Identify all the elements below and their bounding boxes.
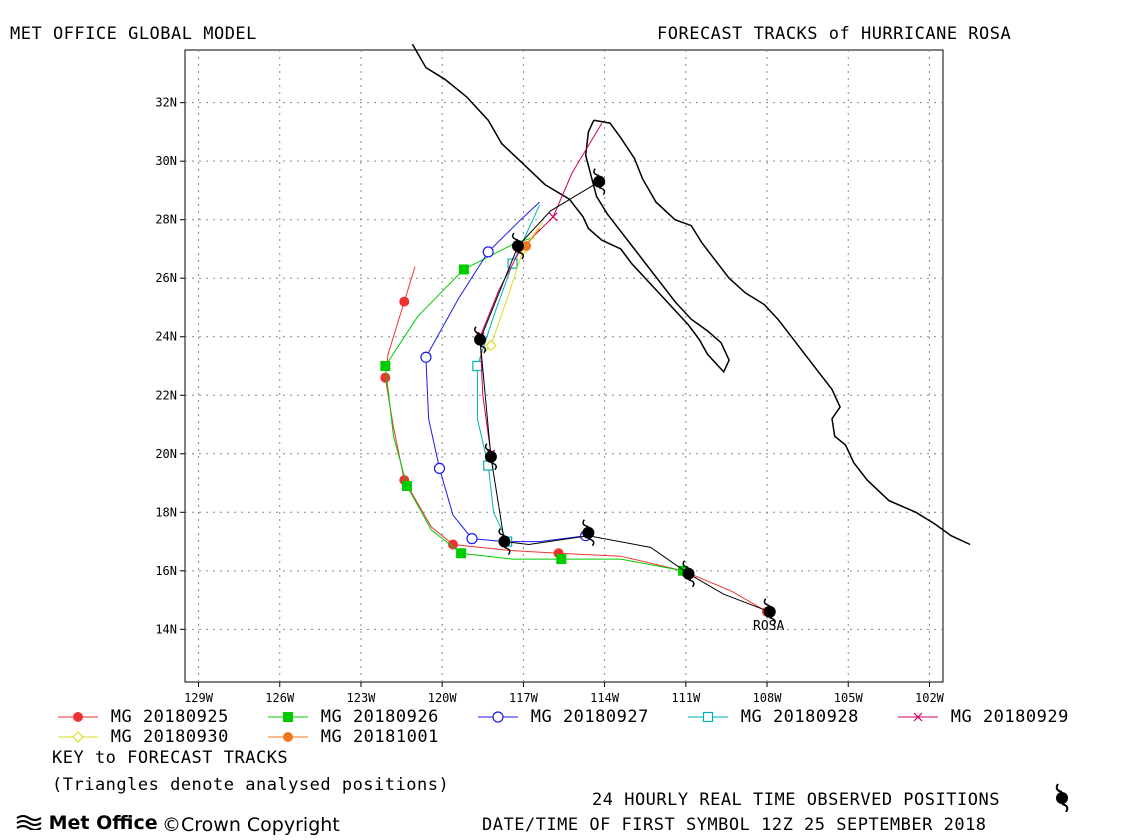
track-point (678, 565, 689, 576)
track-point (482, 246, 494, 258)
lon-tick-label: 102W (915, 691, 945, 705)
track-point (472, 360, 483, 372)
copyright: ©Crown Copyright (162, 814, 340, 836)
lat-tick-label: 14N (155, 622, 177, 636)
lon-tick-label: 129W (184, 691, 214, 705)
legend-item: MG 20180930 (56, 727, 229, 747)
legend-label: MG 20180927 (520, 707, 649, 727)
lon-tick-label: 111W (671, 691, 701, 705)
legend-label: MG 20180930 (100, 727, 229, 747)
observed-position (511, 232, 525, 260)
key-note: (Triangles denote analysed positions) (52, 775, 450, 795)
legend-symbol-icon (268, 732, 308, 742)
legend-symbol-icon (478, 711, 518, 723)
legend-label: MG 20180928 (730, 707, 859, 727)
key-title: KEY to FORECAST TRACKS (52, 748, 289, 768)
legend-item: MG 20181001 (266, 727, 439, 747)
coastline-mexico (593, 119, 971, 546)
legend-symbol-icon (58, 712, 98, 722)
track-line (384, 266, 768, 613)
coastline (411, 43, 971, 546)
track-point (420, 351, 432, 363)
legend-item: MG 20180929 (896, 707, 1069, 727)
graticule-grid (185, 50, 943, 682)
lat-tick-label: 16N (155, 564, 177, 578)
lat-tick-label: 30N (155, 154, 177, 168)
legend-label: MG 20180929 (940, 707, 1069, 727)
model-title: MET OFFICE GLOBAL MODEL (10, 24, 257, 44)
legend-symbol-icon (268, 712, 308, 722)
lat-tick-label: 24N (155, 330, 177, 344)
track-point (399, 296, 410, 307)
lat-tick-label: 22N (155, 388, 177, 402)
met-office-logo: Met Office (16, 812, 158, 835)
lat-tick-label: 32N (155, 96, 177, 110)
lon-tick-label: 108W (753, 691, 783, 705)
coastline-baja (411, 43, 730, 374)
legend-item: MG 20180927 (476, 707, 649, 727)
observed-positions (474, 168, 776, 626)
lon-tick-label: 120W (428, 691, 458, 705)
legend-label: MG 20181001 (310, 727, 439, 747)
longitude-axis: 129W 126W 123W 120W 117W 114W 111W 108W 105W 102W (184, 682, 945, 705)
track-point (448, 539, 459, 550)
legend-item: MG 20180928 (686, 707, 859, 727)
logo-text: Met Office (48, 812, 158, 834)
chart-title: FORECAST TRACKS of HURRICANE ROSA (657, 24, 1012, 44)
track-point (521, 241, 532, 252)
track-line (476, 204, 541, 542)
observed-position (474, 326, 487, 354)
lat-tick-label: 20N (155, 447, 177, 461)
track-point (485, 339, 497, 352)
observed-position (484, 443, 497, 471)
lon-tick-label: 105W (834, 691, 864, 705)
map-frame (184, 49, 944, 683)
legend-item: MG 20180925 (56, 707, 229, 727)
observed-position (763, 598, 776, 626)
lon-tick-label: 126W (265, 691, 295, 705)
storm-name-label: ROSA (753, 619, 784, 634)
observed-position (682, 560, 695, 588)
lon-tick-label: 114W (590, 691, 620, 705)
observed-track-line (479, 181, 770, 613)
observed-positions-note: 24 HOURLY REAL TIME OBSERVED POSITIONS (592, 790, 1000, 810)
lon-tick-label: 123W (347, 691, 377, 705)
legend-item: MG 20180926 (266, 707, 439, 727)
track-point (401, 480, 412, 491)
lon-tick-label: 117W (509, 691, 539, 705)
observed-position (498, 528, 511, 556)
track-line (482, 222, 543, 355)
track-point (458, 264, 469, 275)
first-symbol-datetime: DATE/TIME OF FIRST SYMBOL 12Z 25 SEPTEMB… (482, 815, 987, 835)
track-point (456, 548, 467, 559)
track-point (433, 462, 446, 475)
track-point (380, 361, 391, 371)
logo-wave-icon (16, 813, 42, 835)
legend-label: MG 20180925 (100, 707, 229, 727)
track-point (548, 212, 558, 222)
track-line (479, 122, 603, 454)
hurricane-symbol-icon (1055, 783, 1069, 812)
lat-tick-label: 26N (155, 271, 177, 285)
track-point (466, 533, 478, 545)
legend-symbol-icon (58, 731, 98, 743)
lat-tick-label: 18N (155, 505, 177, 519)
track-point (380, 372, 391, 383)
track-point (556, 554, 567, 565)
track-line (384, 236, 684, 572)
latitude-axis: 14N 16N 18N 20N 22N 24N 26N 28N 30N 32N (155, 96, 185, 636)
legend-label: MG 20180926 (310, 707, 439, 727)
observed-position (593, 168, 606, 196)
observed-position (582, 519, 595, 547)
forecast-tracks (380, 122, 773, 617)
track-line (425, 201, 586, 543)
legend-symbol-icon (688, 711, 728, 723)
legend-symbol-icon (898, 712, 938, 722)
lat-tick-label: 28N (155, 213, 177, 227)
